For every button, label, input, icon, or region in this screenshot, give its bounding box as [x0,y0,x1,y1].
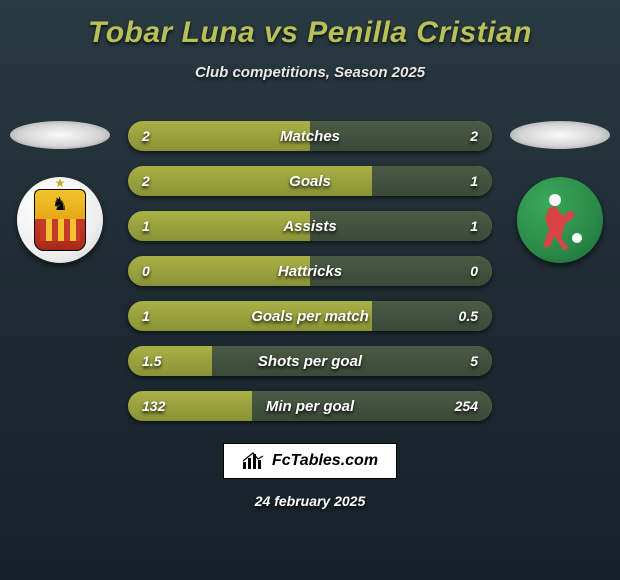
stat-value-right: 1 [470,173,478,189]
stat-value-right: 5 [470,353,478,369]
page-title: Tobar Luna vs Penilla Cristian [88,16,532,50]
stat-label: Assists [283,218,336,235]
stat-value-left: 1 [142,218,150,234]
stat-value-right: 0 [470,263,478,279]
stat-bar: 2 Goals 1 [128,166,492,196]
body-row: ★ ♞ 2Matches22Goals11Assists10Hattricks0… [0,121,620,421]
stat-value-right: 2 [470,128,478,144]
stat-label: Shots per goal [258,353,362,370]
stat-value-right: 0.5 [459,308,478,324]
stat-label: Goals [289,173,331,190]
barchart-icon [242,452,264,470]
star-icon: ★ [55,176,66,190]
stripes-icon [40,219,80,241]
club-badge-left: ★ ♞ [17,177,103,263]
stat-label: Goals per match [251,308,369,325]
stat-value-left: 0 [142,263,150,279]
stat-value-left: 2 [142,173,150,189]
stat-value-left: 1.5 [142,353,161,369]
branding-badge[interactable]: FcTables.com [223,443,397,479]
stat-bar: 1.5 Shots per goal 5 [128,346,492,376]
stat-bar-right-fill [310,211,492,241]
stat-value-right: 254 [455,398,478,414]
date-text: 24 february 2025 [255,493,366,509]
stats-column: 2 Matches 2 2 Goals 1 1 Assists 1 0 Hattricks 0 1 Goa… [120,121,500,421]
stat-label: Min per goal [266,398,354,415]
stat-bar: 132 Min per goal 254 [128,391,492,421]
player-figure-icon [535,190,585,250]
lion-icon: ♞ [52,194,68,215]
stat-value-left: 2 [142,128,150,144]
comparison-card: Tobar Luna vs Penilla Cristian Club comp… [0,0,620,580]
stat-value-right: 1 [470,218,478,234]
ellipse-shadow-right [510,121,610,149]
stat-bar: 1 Goals per match 0.5 [128,301,492,331]
stat-value-left: 132 [142,398,165,414]
player-left-col: ★ ♞ [0,121,120,263]
stat-bar: 1 Assists 1 [128,211,492,241]
page-subtitle: Club competitions, Season 2025 [195,64,425,81]
player-right-col [500,121,620,263]
ellipse-shadow-left [10,121,110,149]
stat-label: Hattricks [278,263,342,280]
branding-text: FcTables.com [272,452,378,470]
stat-bar: 0 Hattricks 0 [128,256,492,286]
club-badge-right [517,177,603,263]
shield-icon: ★ ♞ [34,189,86,251]
stat-bar: 2 Matches 2 [128,121,492,151]
stat-label: Matches [280,128,340,145]
stat-value-left: 1 [142,308,150,324]
